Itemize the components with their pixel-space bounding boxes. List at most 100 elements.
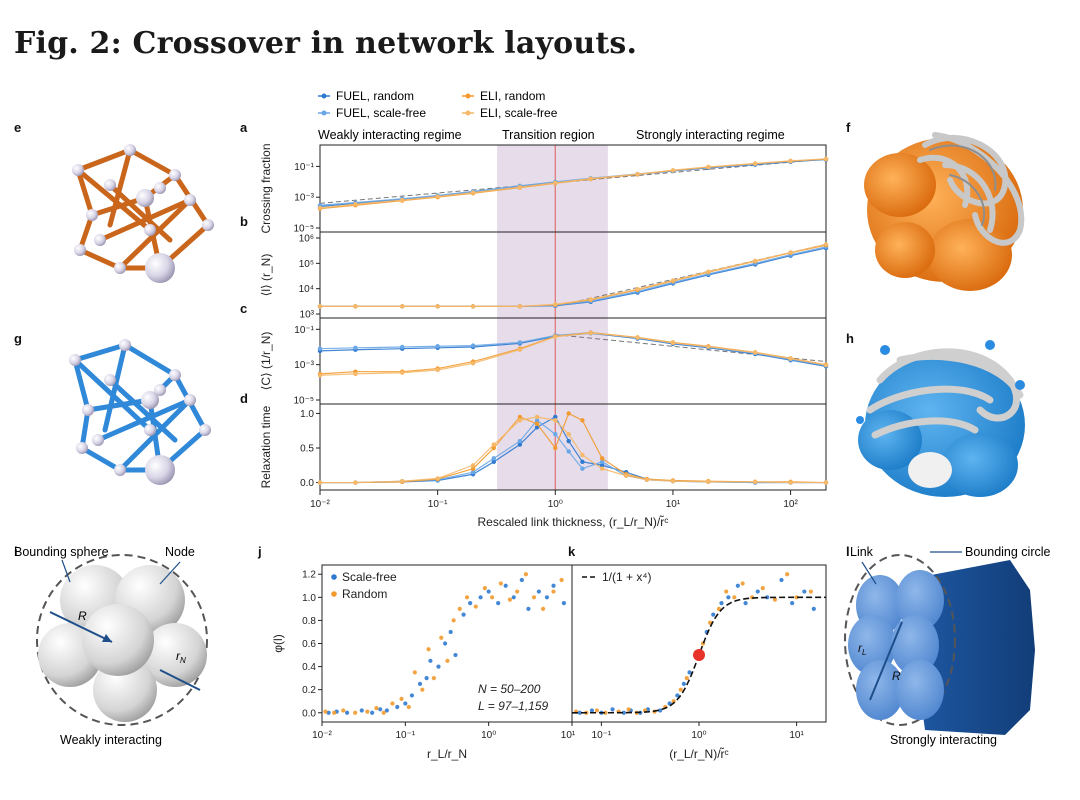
y-tick-label: 0.2 — [302, 685, 316, 696]
network-node — [92, 434, 104, 446]
scatter-point — [395, 704, 400, 710]
scatter-point — [424, 676, 429, 681]
scatter-point — [406, 704, 411, 710]
link-tube-shade — [929, 144, 997, 191]
bounding-sphere-outline — [36, 554, 208, 726]
network-link — [77, 212, 95, 253]
data-point — [588, 330, 593, 336]
scatter-point — [684, 676, 689, 681]
y-tick-label: 10⁻³ — [294, 360, 314, 371]
network-node — [94, 234, 106, 246]
scatter-point — [603, 710, 608, 715]
plot-frame — [319, 403, 827, 491]
data-point — [435, 476, 440, 481]
network-link — [79, 407, 91, 451]
scatter-point — [716, 606, 722, 611]
scatter-point — [740, 581, 745, 586]
panel-letter-j: j — [257, 544, 262, 559]
radius-rN-symbol: r — [176, 649, 181, 663]
scatter-point — [765, 595, 770, 600]
link-tube — [896, 352, 1024, 399]
scatter-point — [448, 629, 453, 635]
data-point — [823, 480, 829, 485]
node-blob — [942, 433, 1018, 497]
series-line — [320, 243, 827, 307]
scatter-point — [515, 589, 520, 594]
scatter-point — [802, 589, 807, 594]
data-point — [317, 304, 323, 309]
legend-marker-scale-free — [331, 574, 337, 580]
scatter-point — [743, 600, 748, 606]
data-point — [400, 344, 405, 350]
scatter-point — [451, 618, 456, 623]
x-tick-label: 10¹ — [561, 730, 576, 741]
annotation-n: N = 50–200 — [478, 682, 541, 696]
scatter-point — [785, 572, 790, 577]
data-point — [353, 202, 358, 207]
scatter-point — [445, 658, 450, 663]
scatter-point — [468, 600, 473, 606]
scatter-point — [496, 600, 501, 606]
scatter-point — [431, 676, 436, 681]
network-node — [154, 384, 166, 396]
scatter-point — [442, 641, 448, 646]
data-point — [534, 421, 540, 427]
data-point — [517, 184, 523, 190]
network-node — [144, 424, 156, 436]
scatter-point — [531, 595, 537, 600]
y-axis-label: ⟨l⟩ (r_N) — [259, 254, 273, 297]
data-point — [823, 362, 829, 368]
x-axis-label: (r_L/r_N)/r̃ᶜ — [669, 746, 729, 761]
data-point — [517, 304, 523, 309]
network-node — [72, 164, 84, 176]
chart-panel-b: 10³ 10⁴ 10⁵ 10⁶ ⟨l⟩ (r_N) — [259, 231, 829, 321]
scatter-point — [772, 597, 778, 602]
node-blob-highlight — [908, 452, 952, 488]
network-node — [124, 144, 136, 156]
guide-line — [319, 158, 827, 204]
radius-rL-symbol: r — [858, 641, 863, 655]
x-tick-label: 10⁻² — [310, 499, 330, 510]
network-link — [72, 357, 153, 433]
network-link — [72, 357, 91, 413]
node-blob — [875, 222, 935, 278]
scatter-point — [498, 581, 503, 586]
data-point — [752, 258, 758, 264]
scatter-point — [724, 589, 729, 594]
scatter-point — [626, 707, 631, 712]
panel-letter-c: c — [240, 301, 247, 316]
data-point — [553, 334, 558, 339]
data-point — [435, 344, 440, 349]
y-tick-label: 10⁵ — [299, 259, 314, 270]
guide-line — [555, 243, 827, 307]
network-link — [72, 342, 128, 363]
scatter-point — [519, 577, 524, 583]
data-point — [470, 463, 476, 468]
scatter-point — [457, 606, 462, 611]
data-point — [706, 164, 711, 170]
data-point — [599, 459, 605, 465]
data-point — [534, 418, 540, 423]
data-point — [706, 344, 711, 349]
scatter-point — [526, 606, 531, 611]
scatter-point — [403, 701, 408, 706]
scatter-point — [577, 710, 582, 715]
data-point — [470, 466, 476, 471]
network-link — [127, 147, 178, 178]
node-label: Node — [165, 545, 195, 559]
scatter-point — [790, 600, 795, 606]
regime-weak-label: Weakly interacting regime — [318, 128, 462, 142]
series-line — [319, 158, 827, 209]
scatter-point — [384, 708, 389, 713]
data-point — [553, 445, 558, 451]
data-point — [553, 431, 558, 437]
link-label: Link — [850, 545, 874, 559]
network-node — [136, 189, 154, 207]
data-point — [644, 477, 650, 482]
data-point — [788, 158, 793, 164]
data-point — [566, 431, 571, 437]
network-link — [107, 147, 133, 228]
link-disk — [896, 660, 944, 720]
data-point — [788, 250, 793, 255]
network-link — [102, 342, 128, 433]
